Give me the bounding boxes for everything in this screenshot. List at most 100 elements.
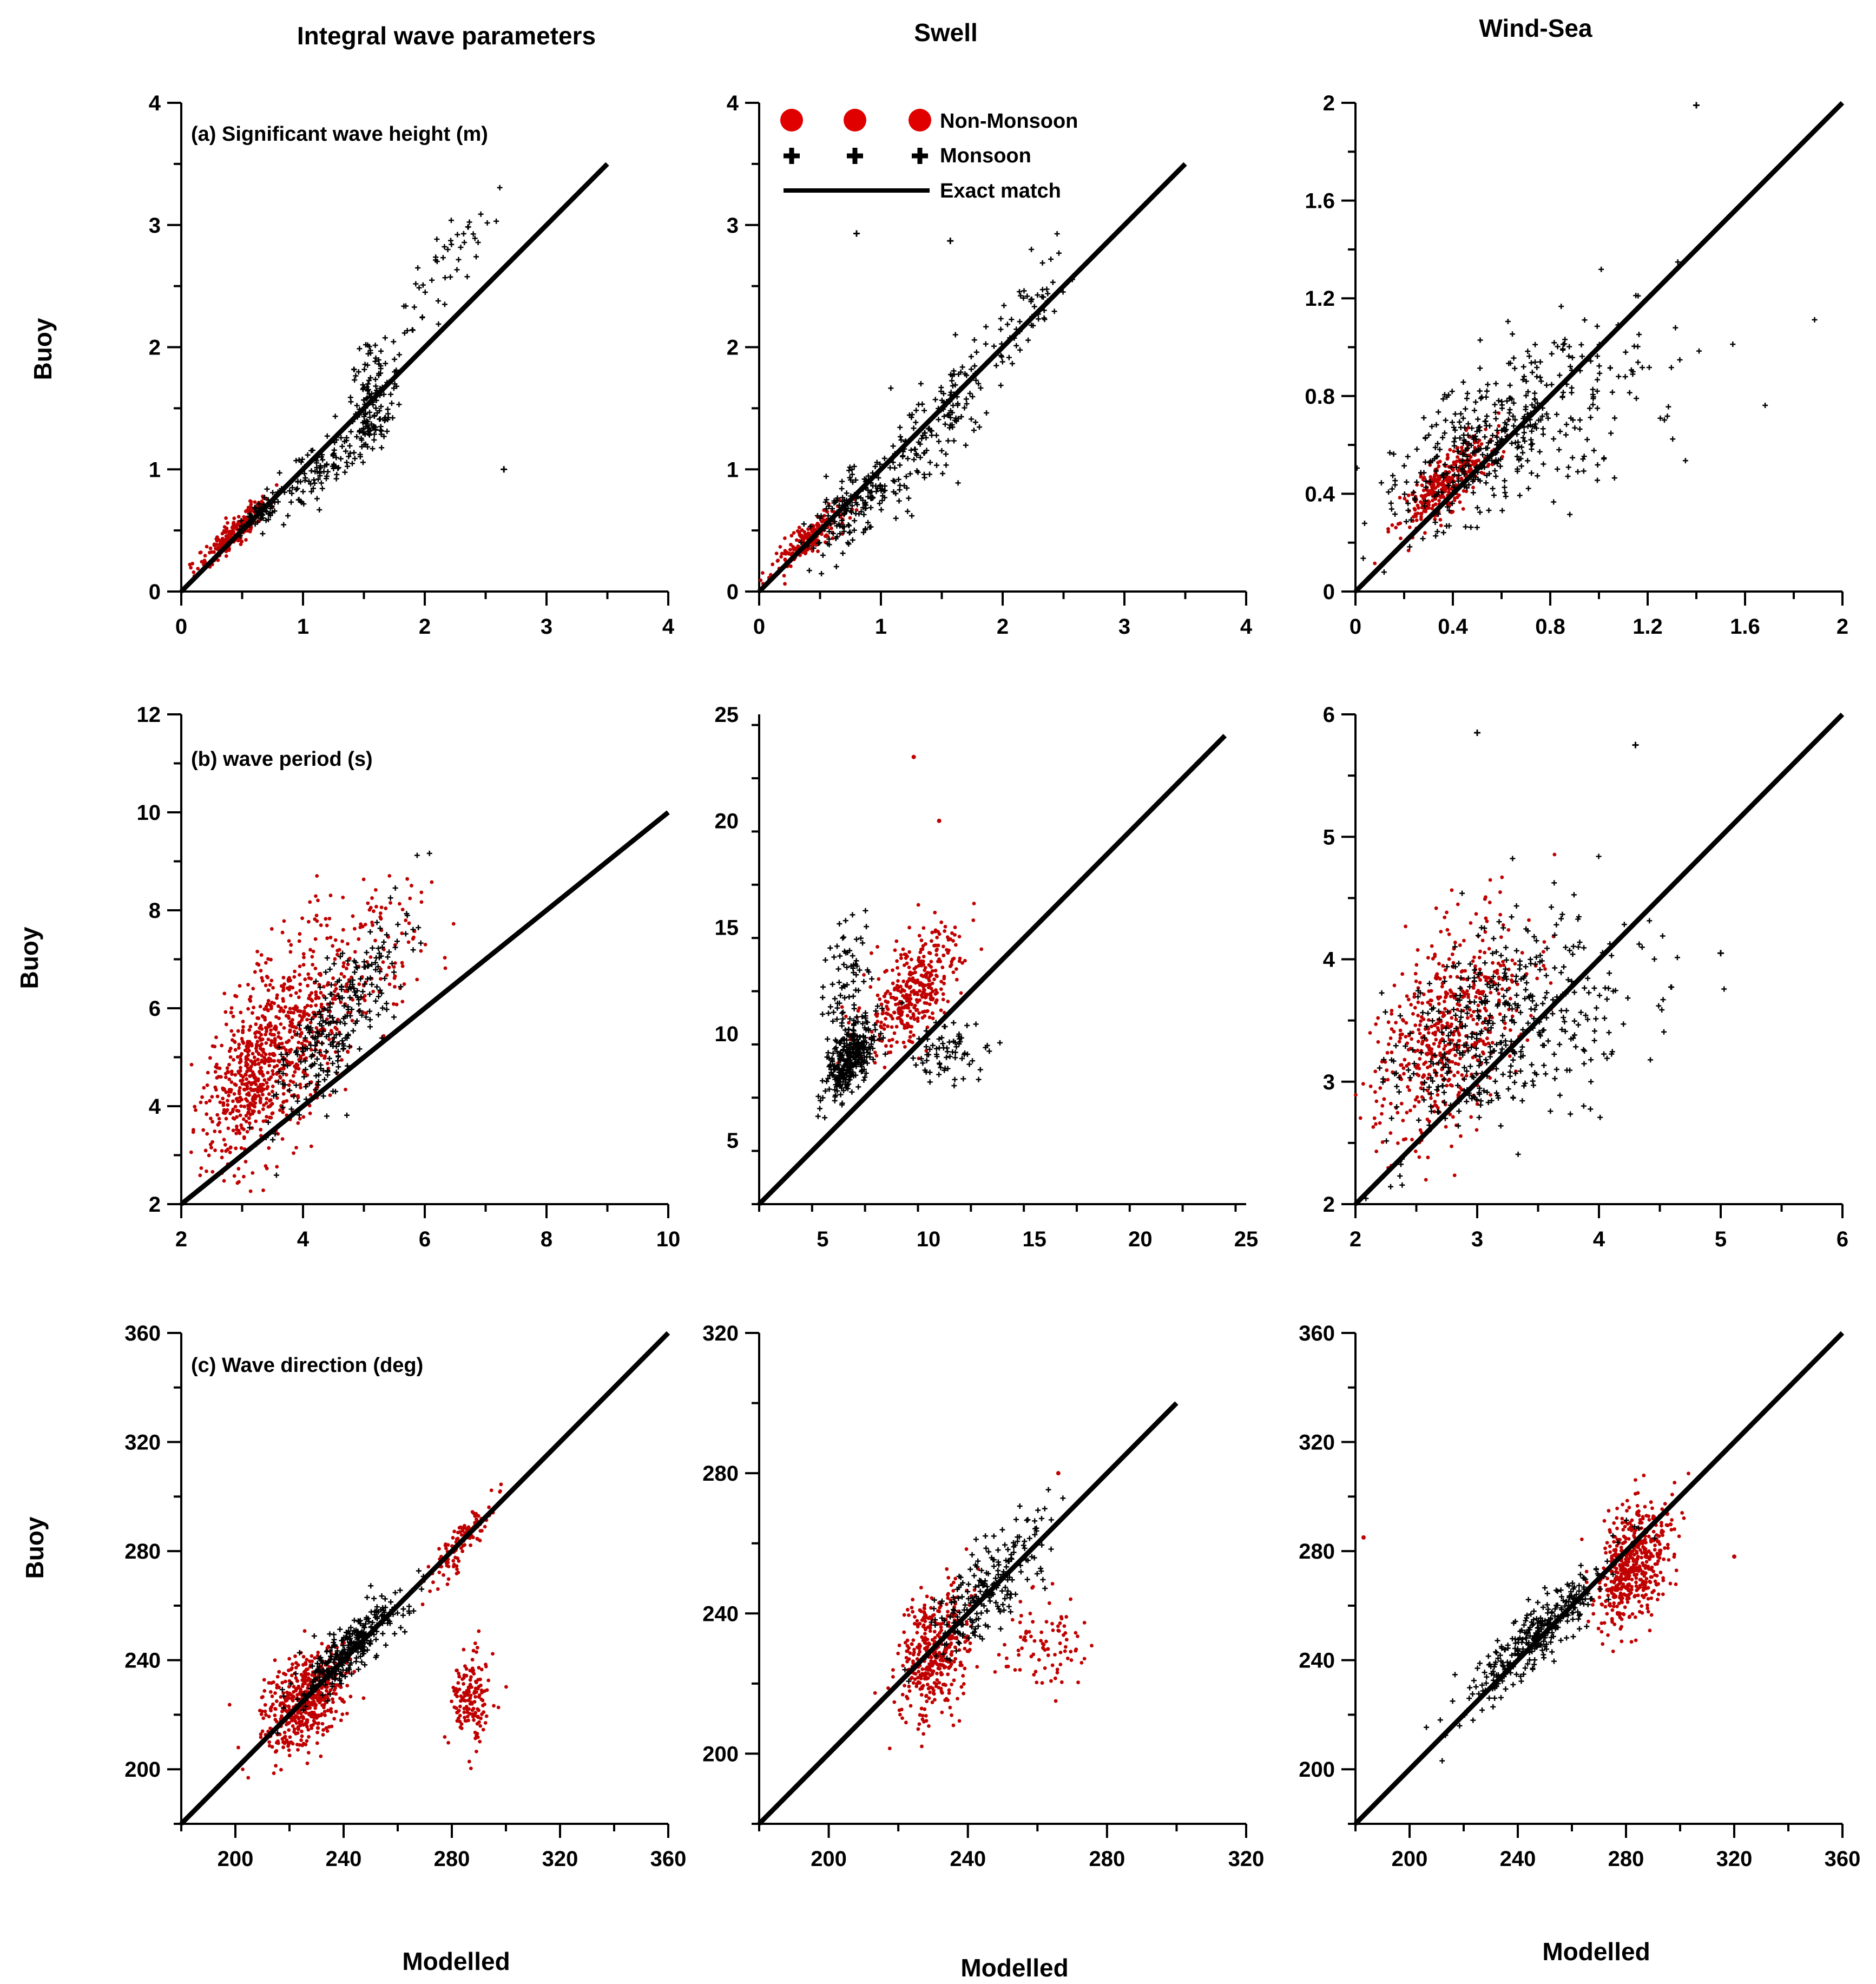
non-monsoon-point [266, 1008, 270, 1013]
monsoon-point [344, 438, 350, 444]
non-monsoon-point [291, 1074, 295, 1078]
non-monsoon-point [907, 950, 911, 954]
non-monsoon-point [379, 905, 384, 910]
non-monsoon-point [892, 1010, 897, 1015]
non-monsoon-point [244, 1073, 248, 1077]
monsoon-point [308, 468, 314, 474]
monsoon-point [848, 509, 854, 515]
non-monsoon-point [894, 1024, 899, 1029]
non-monsoon-point [897, 1010, 901, 1014]
non-monsoon-point [305, 1017, 309, 1022]
non-monsoon-point [1400, 972, 1405, 976]
non-monsoon-point [1380, 1103, 1385, 1108]
non-monsoon-point [260, 1054, 264, 1057]
monsoon-point [475, 240, 481, 246]
non-monsoon-point [238, 1113, 242, 1118]
non-monsoon-point [907, 1039, 911, 1043]
non-monsoon-point [227, 1077, 232, 1081]
non-monsoon-point [359, 922, 363, 927]
non-monsoon-point [1460, 989, 1465, 993]
non-monsoon-point [885, 1000, 890, 1004]
non-monsoon-point [271, 1069, 275, 1073]
non-monsoon-point [921, 926, 926, 930]
monsoon-point [361, 366, 367, 372]
non-monsoon-point [844, 1014, 848, 1019]
non-monsoon-point [1509, 978, 1513, 982]
monsoon-point [493, 218, 499, 224]
non-monsoon-point [788, 548, 792, 552]
non-monsoon-point [201, 1128, 206, 1132]
non-monsoon-point [267, 1059, 272, 1063]
monsoon-point [440, 255, 446, 261]
non-monsoon-point [205, 544, 209, 549]
monsoon-point [320, 457, 326, 463]
non-monsoon-point [259, 953, 264, 957]
non-monsoon-point [296, 1121, 300, 1125]
monsoon-point [346, 454, 352, 459]
monsoon-point [317, 472, 323, 478]
non-monsoon-point [890, 1025, 894, 1029]
non-monsoon-point [935, 974, 939, 978]
non-monsoon-point [298, 932, 302, 936]
non-monsoon-point [243, 1160, 248, 1164]
non-monsoon-point [282, 919, 286, 923]
monsoon-point [315, 476, 321, 482]
non-monsoon-point [1361, 1082, 1365, 1086]
non-monsoon-point [224, 516, 228, 520]
non-monsoon-point [255, 949, 260, 954]
non-monsoon-point [919, 973, 924, 977]
non-monsoon-point [261, 1093, 265, 1096]
non-monsoon-point [1453, 941, 1457, 944]
non-monsoon-point [272, 1052, 276, 1056]
monsoon-point [434, 236, 440, 242]
non-monsoon-point [239, 1054, 242, 1058]
non-monsoon-point [318, 971, 322, 976]
non-monsoon-point [1498, 1012, 1502, 1016]
non-monsoon-point [191, 1128, 195, 1132]
non-monsoon-point [368, 905, 373, 910]
y-tick-label: 15 [715, 916, 739, 940]
non-monsoon-point [415, 977, 419, 982]
non-monsoon-point [1438, 517, 1443, 522]
non-monsoon-point [239, 1059, 243, 1063]
non-monsoon-point [1440, 984, 1444, 989]
monsoon-point [272, 508, 278, 514]
non-monsoon-point [281, 1009, 286, 1014]
non-monsoon-point [1372, 1116, 1377, 1120]
non-monsoon-point [226, 1126, 231, 1131]
non-monsoon-point [270, 1112, 274, 1115]
non-monsoon-point [372, 909, 376, 914]
non-monsoon-point [1525, 1038, 1530, 1042]
non-monsoon-point [264, 1101, 268, 1105]
non-monsoon-point [192, 570, 196, 574]
non-monsoon-point [266, 1085, 269, 1089]
non-monsoon-point [1392, 1029, 1396, 1034]
non-monsoon-point [313, 967, 318, 970]
monsoon-point [246, 513, 252, 519]
non-monsoon-point [1388, 1131, 1393, 1135]
non-monsoon-point [954, 967, 958, 971]
monsoon-point [384, 428, 390, 434]
non-monsoon-point [251, 1070, 255, 1074]
non-monsoon-point [1416, 948, 1420, 952]
non-monsoon-point [921, 990, 925, 995]
non-monsoon-point [798, 530, 801, 534]
non-monsoon-point [932, 977, 936, 981]
non-monsoon-point [905, 980, 910, 984]
non-monsoon-point [393, 984, 397, 989]
non-monsoon-point [1497, 976, 1501, 981]
monsoon-point [317, 507, 322, 513]
non-monsoon-point [247, 1121, 252, 1125]
non-monsoon-point [907, 925, 911, 930]
non-monsoon-point [277, 1004, 280, 1008]
monsoon-point [378, 365, 384, 371]
non-monsoon-point [288, 1050, 292, 1054]
y-tick-label: 2 [1323, 1193, 1335, 1217]
monsoon-point [391, 339, 397, 345]
monsoon-point [295, 497, 301, 503]
non-monsoon-point [1448, 988, 1452, 993]
non-monsoon-point [451, 922, 456, 926]
monsoon-point [798, 540, 804, 546]
non-monsoon-point [268, 1115, 272, 1120]
non-monsoon-point [1447, 932, 1451, 936]
